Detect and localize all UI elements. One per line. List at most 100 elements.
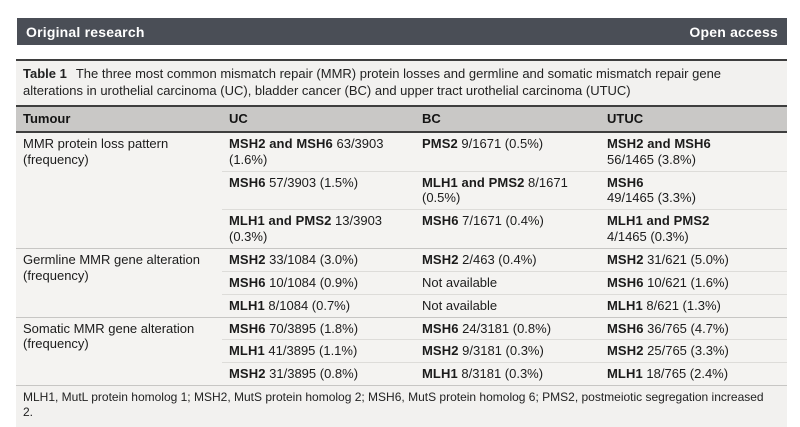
cell-value: Not available [422,274,498,290]
table-row: Somatic MMR gene alteration (frequency) M… [16,316,787,386]
cell-value: 56/1465 (3.8%) [607,151,696,167]
data-cell-utuc: MSH6 10/621 (1.6%) [600,270,787,295]
data-cell-utuc: MSH2 25/765 (3.3%) [600,339,787,363]
cell-value: 41/3895 (1.1%) [264,343,358,359]
gene-name: PMS2 [422,135,458,151]
gene-name: MSH6 [229,320,266,336]
table-caption-number: Table 1 [23,66,67,81]
cell-value: 4/1465 (0.3%) [607,229,689,245]
data-cell-bc: MLH1 and PMS2 8/1671 (0.5%) [415,170,600,210]
table-block: Table 1 The three most common mismatch re… [16,59,787,427]
table-row: MLH1 and PMS2 13/3903 (0.3%) MSH6 7/1671 … [16,209,787,249]
cell-value: 7/1671 (0.4%) [458,213,544,229]
cell-value: 9/1671 (0.5%) [457,135,544,151]
cell-value: 10/621 (1.6%) [643,274,729,290]
row-group-label: Germline MMR gene alteration (frequency) [16,247,222,318]
gene-name: MSH6 [607,320,644,336]
column-header-uc: UC [222,104,415,133]
gene-name: MSH2 [422,251,459,267]
data-cell-bc: MSH6 7/1671 (0.4%) [415,209,600,249]
cell-value: 8/1084 (0.7%) [264,297,351,313]
gene-name: MLH1 [607,366,643,382]
cell-value: 8/1671 (0.5%) [422,174,568,206]
cell-value: 25/765 (3.3%) [643,343,729,359]
column-header-utuc: UTUC [600,104,787,133]
data-cell-utuc: MSH2 31/621 (5.0%) [600,247,787,272]
cell-value: 57/3903 (1.5%) [265,174,359,190]
gene-name: MSH6 [607,274,644,290]
data-cell-utuc: MSH2 and MSH6 56/1465 (3.8%) [600,132,787,171]
gene-name: MLH1 and PMS2 [422,174,525,190]
data-cell-uc: MSH6 10/1084 (0.9%) [222,270,415,295]
gene-name: MLH1 [229,297,265,313]
data-cell-bc: Not available [415,270,600,295]
gene-name: MSH6 [229,174,266,190]
data-cell-uc: MSH2 and MSH6 63/3903 (1.6%) [222,132,415,171]
cell-value: 8/3181 (0.3%) [457,366,544,382]
table-row: MLH1 8/1084 (0.7%) Not available MLH1 8/62… [16,293,787,318]
cell-value: 2/463 (0.4%) [458,251,537,267]
cell-value: 33/1084 (3.0%) [265,251,359,267]
cell-value: 63/3903 (1.6%) [229,135,384,167]
cell-value: 31/621 (5.0%) [643,251,729,267]
table-body: MMR protein loss pattern (frequency) MSH2… [16,132,787,386]
data-cell-uc: MSH2 31/3895 (0.8%) [222,362,415,386]
data-cell-uc: MSH6 57/3903 (1.5%) [222,170,415,210]
cell-value: Not available [422,297,498,313]
gene-name: MSH2 [422,343,459,359]
gene-name: MSH6 [607,174,644,190]
cell-value: 10/1084 (0.9%) [265,274,359,290]
gene-name: MSH2 and MSH6 [229,135,333,151]
data-cell-utuc: MSH6 36/765 (4.7%) [600,316,787,340]
gene-name: MLH1 [229,343,265,359]
row-group-label: Somatic MMR gene alteration (frequency) [16,316,222,386]
data-cell-uc: MSH6 70/3895 (1.8%) [222,316,415,340]
cell-value: 13/3903 (0.3%) [229,213,383,245]
data-cell-bc: PMS2 9/1671 (0.5%) [415,132,600,171]
table-row: MSH2 31/3895 (0.8%) MLH1 8/3181 (0.3%) MLH… [16,362,787,386]
gene-name: MLH1 and PMS2 [607,213,710,229]
gene-name: MSH2 [607,343,644,359]
column-header-bc: BC [415,104,600,133]
table-row: MLH1 41/3895 (1.1%) MSH2 9/3181 (0.3%) MSH… [16,339,787,363]
data-cell-utuc: MLH1 8/621 (1.3%) [600,293,787,318]
gene-name: MSH2 [229,366,266,382]
cell-value: 49/1465 (3.3%) [607,190,696,206]
gene-name: MSH6 [229,274,266,290]
banner-access-label: Open access [689,23,778,40]
column-header-tumour: Tumour [16,104,222,133]
header-row: Tumour UC BC UTUC [16,104,787,133]
data-cell-uc: MSH2 33/1084 (3.0%) [222,247,415,272]
gene-name: MSH2 and MSH6 [607,135,711,151]
cell-value: 24/3181 (0.8%) [458,320,552,336]
data-cell-bc: MSH2 2/463 (0.4%) [415,247,600,272]
table-caption-text: The three most common mismatch repair (M… [23,66,722,99]
gene-name: MSH2 [229,251,266,267]
table-row: MSH6 10/1084 (0.9%) Not available MSH6 10/… [16,270,787,295]
data-cell-bc: MSH6 24/3181 (0.8%) [415,316,600,340]
table-footnote: MLH1, MutL protein homolog 1; MSH2, MutS… [16,385,787,427]
data-cell-utuc: MLH1 and PMS2 4/1465 (0.3%) [600,209,787,249]
data-cell-utuc: MSH6 49/1465 (3.3%) [600,170,787,210]
gene-name: MLH1 [422,366,458,382]
table-row: MSH6 57/3903 (1.5%) MLH1 and PMS2 8/1671 … [16,170,787,210]
data-cell-uc: MLH1 41/3895 (1.1%) [222,339,415,363]
cell-value: 36/765 (4.7%) [643,320,729,336]
data-cell-utuc: MLH1 18/765 (2.4%) [600,362,787,386]
data-cell-uc: MLH1 8/1084 (0.7%) [222,293,415,318]
banner-section-label: Original research [26,23,145,40]
data-cell-bc: MSH2 9/3181 (0.3%) [415,339,600,363]
row-group-label: MMR protein loss pattern (frequency) [23,135,169,167]
table-row: MMR protein loss pattern (frequency) MSH2… [16,132,787,171]
mmr-data-table: Tumour UC BC UTUC MMR protein loss patte… [16,104,787,386]
cell-value: 9/3181 (0.3%) [458,343,544,359]
table-row: Germline MMR gene alteration (frequency)… [16,247,787,318]
data-cell-bc: MLH1 8/3181 (0.3%) [415,362,600,386]
gene-name: MSH6 [422,320,459,336]
data-cell-bc: Not available [415,293,600,318]
gene-name: MLH1 [607,297,643,313]
cell-value: 8/621 (1.3%) [642,297,721,313]
cell-value: 70/3895 (1.8%) [265,320,359,336]
gene-name: MLH1 and PMS2 [229,213,332,229]
data-cell-uc: MLH1 and PMS2 13/3903 (0.3%) [222,209,415,249]
